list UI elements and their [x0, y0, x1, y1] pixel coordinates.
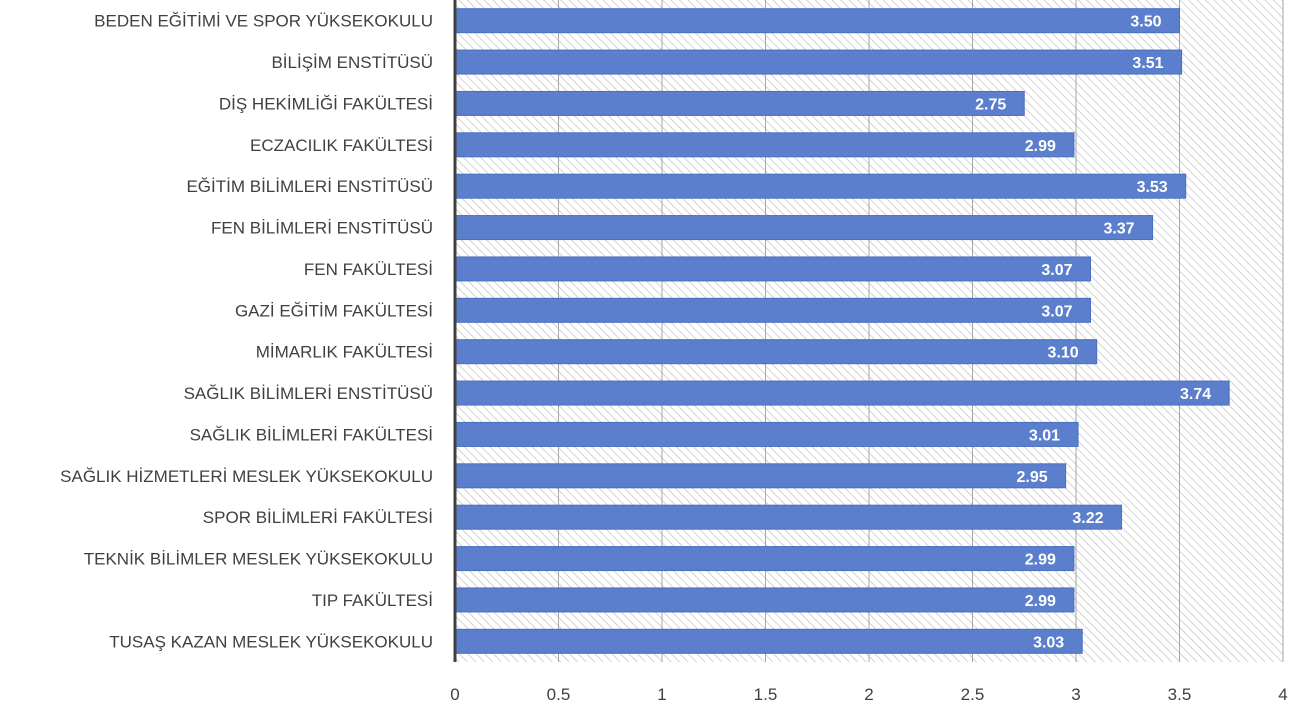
bar — [454, 132, 1075, 158]
data-label: 2.99 — [1025, 593, 1056, 610]
bar — [454, 463, 1067, 489]
category-label: SAĞLIK BİLİMLERİ FAKÜLTESİ — [190, 425, 433, 444]
x-axis-tick-labels: 0 0.5 1 1.5 2 2.5 3 3.5 4 — [450, 685, 1287, 704]
bar — [454, 297, 1091, 323]
category-label: SPOR BİLİMLERİ FAKÜLTESİ — [203, 508, 433, 527]
category-label: TIP FAKÜLTESİ — [312, 591, 433, 610]
x-tick-label: 1.5 — [754, 685, 778, 704]
data-label: 3.50 — [1130, 14, 1161, 31]
data-label: 3.37 — [1103, 221, 1134, 238]
category-labels: BEDEN EĞİTİMİ VE SPOR YÜKSEKOKULU BİLİŞİM… — [60, 12, 433, 652]
bar — [454, 421, 1079, 447]
bar — [454, 546, 1075, 572]
bar — [454, 380, 1230, 406]
category-label: TEKNİK BİLİMLER MESLEK YÜKSEKOKULU — [84, 550, 433, 569]
bar — [454, 628, 1083, 654]
x-tick-label: 3.5 — [1168, 685, 1192, 704]
x-tick-label: 0 — [450, 685, 459, 704]
bar — [454, 90, 1025, 116]
category-label: GAZİ EĞİTİM FAKÜLTESİ — [235, 301, 433, 320]
data-label: 3.74 — [1180, 386, 1211, 403]
x-tick-label: 2.5 — [961, 685, 985, 704]
data-label: 2.99 — [1025, 138, 1056, 155]
x-tick-label: 3 — [1071, 685, 1080, 704]
data-label: 2.75 — [975, 96, 1006, 113]
category-label: TUSAŞ KAZAN MESLEK YÜKSEKOKULU — [109, 632, 433, 651]
category-label: FEN FAKÜLTESİ — [304, 260, 433, 279]
category-label: EĞİTİM BİLİMLERİ ENSTİTÜSÜ — [186, 177, 433, 196]
x-tick-label: 1 — [657, 685, 666, 704]
x-tick-label: 4 — [1278, 685, 1287, 704]
category-label: ECZACILIK FAKÜLTESİ — [250, 136, 433, 155]
data-label: 3.03 — [1033, 634, 1064, 651]
bar — [454, 49, 1183, 75]
bar — [454, 173, 1187, 199]
bar — [454, 8, 1180, 34]
data-labels: 3.50 3.51 2.75 2.99 3.53 3.37 3.07 3.07 3.10 3.74… — [975, 14, 1211, 652]
data-label: 3.01 — [1029, 427, 1060, 444]
x-tick-label: 0.5 — [547, 685, 571, 704]
data-label: 3.10 — [1048, 345, 1079, 362]
category-label: BİLİŞİM ENSTİTÜSÜ — [271, 53, 433, 72]
category-label: SAĞLIK HİZMETLERİ MESLEK YÜKSEKOKULU — [60, 467, 433, 486]
category-label: FEN BİLİMLERİ ENSTİTÜSÜ — [211, 219, 433, 238]
category-label: MİMARLIK FAKÜLTESİ — [256, 343, 433, 362]
bar — [454, 504, 1123, 530]
data-label: 3.07 — [1041, 303, 1072, 320]
bar — [454, 339, 1098, 365]
data-label: 3.22 — [1072, 510, 1103, 527]
bar — [454, 256, 1091, 282]
data-label: 3.53 — [1137, 179, 1168, 196]
bar — [454, 215, 1154, 241]
data-label: 2.99 — [1025, 552, 1056, 569]
data-label: 2.95 — [1017, 469, 1048, 486]
bar — [454, 587, 1075, 613]
data-label: 3.07 — [1041, 262, 1072, 279]
data-label: 3.51 — [1132, 55, 1163, 72]
category-label: BEDEN EĞİTİMİ VE SPOR YÜKSEKOKULU — [94, 12, 433, 31]
x-tick-label: 2 — [864, 685, 873, 704]
category-label: DİŞ HEKİMLİĞİ FAKÜLTESİ — [219, 94, 433, 113]
category-label: SAĞLIK BİLİMLERİ ENSTİTÜSÜ — [184, 384, 433, 403]
